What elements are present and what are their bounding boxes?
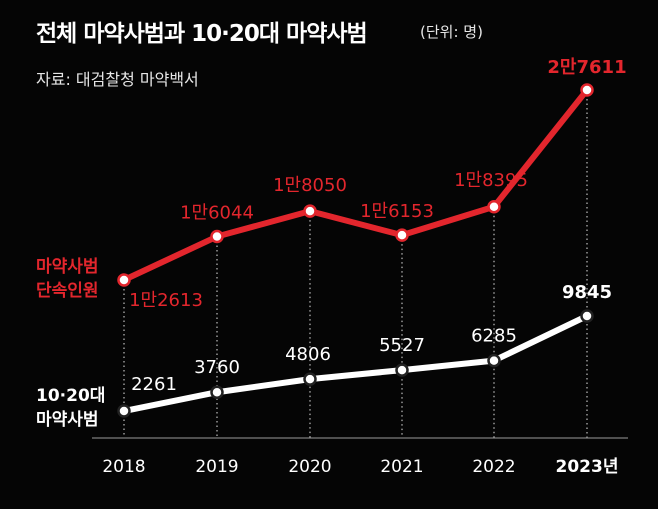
total-data-label-3: 1만6153 [360,201,434,222]
youth-series-name-line-1: 마약사범 [36,409,99,430]
x-tick-label-5: 2023년 [556,457,619,477]
total-point-4 [487,200,501,214]
youth-point-2 [303,372,317,386]
youth-data-label-5: 9845 [562,282,612,303]
total-data-label-4: 1만8395 [454,170,528,191]
youth-point-3 [395,363,409,377]
x-tick-label-3: 2021 [380,457,423,477]
youth-data-label-2: 4806 [285,344,331,365]
youth-data-label-1: 3760 [194,357,240,378]
x-tick-label-0: 2018 [102,457,145,477]
total-series-name-line-0: 마약사범 [36,256,99,277]
youth-data-label-3: 5527 [379,335,425,356]
total-point-3 [395,228,409,242]
youth-point-0 [117,404,131,418]
source-label: 자료: 대검찰청 마약백서 [36,70,199,89]
unit-label: (단위: 명) [420,23,483,41]
youth-point-5 [580,309,594,323]
youth-series-line [121,313,590,414]
total-point-5 [580,83,594,97]
youth-data-label-4: 6285 [471,326,517,347]
total-point-1 [210,229,224,244]
total-point-2 [303,204,317,218]
youth-point-1 [210,385,224,399]
x-tick-label-4: 2022 [472,457,515,477]
youth-series-name-line-0: 10·20대 [36,386,105,406]
total-data-label-1: 1만6044 [180,203,254,224]
chart-title: 전체 마약사범과 10·20대 마약사범 [36,21,368,47]
total-data-label-0: 1만2613 [129,290,203,311]
x-tick-label-1: 2019 [195,457,238,477]
total-series-line [121,87,590,283]
youth-data-label-0: 2261 [131,374,177,395]
x-tick-label-2: 2020 [288,457,331,477]
total-series-name-line-1: 단속인원 [36,281,99,301]
total-data-label-2: 1만8050 [273,175,347,196]
total-point-0 [117,273,131,287]
total-data-label-5: 2만7611 [547,57,626,78]
youth-point-4 [487,353,501,368]
